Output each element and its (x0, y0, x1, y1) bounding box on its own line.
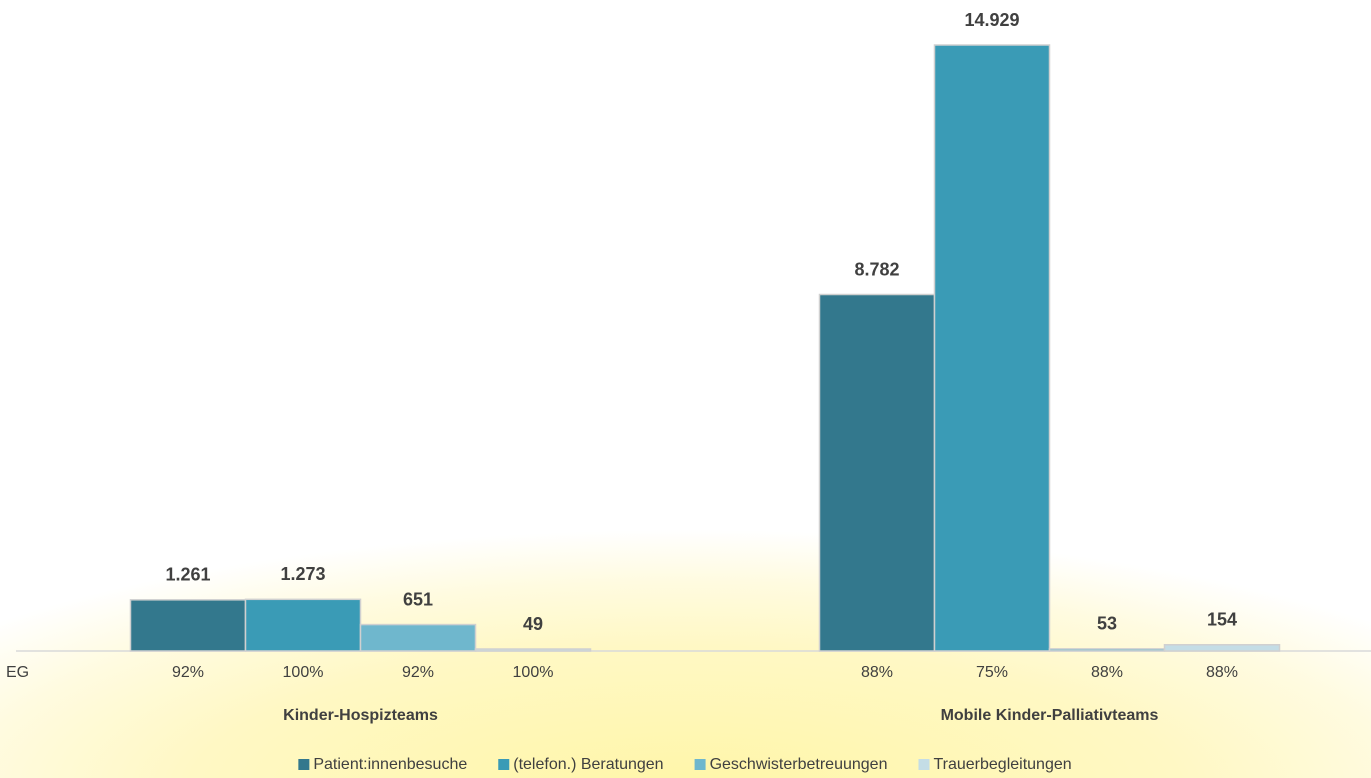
value-label: 651 (403, 589, 433, 609)
legend-swatch (918, 759, 930, 770)
row-cell: 100% (283, 664, 324, 681)
value-label: 1.273 (280, 564, 325, 584)
bar (129, 599, 247, 652)
legend-label: Patient:innenbesuche (313, 756, 467, 773)
value-label: 14.929 (964, 10, 1019, 30)
legend-label: Trauerbegleitungen (933, 756, 1071, 773)
bar (933, 44, 1051, 652)
value-label: 49 (523, 614, 543, 634)
legend-label: Geschwisterbetreuungen (710, 756, 888, 773)
row-cell: 100% (513, 664, 554, 681)
value-label: 154 (1207, 609, 1237, 629)
legend-label: (telefon.) Beratungen (513, 756, 663, 773)
value-label: 8.782 (854, 259, 899, 279)
row-cell: 92% (402, 664, 434, 681)
bar (244, 598, 362, 652)
row-cell: 88% (1206, 664, 1238, 681)
bar (1163, 643, 1281, 652)
category-label: Kinder-Hospizteams (283, 707, 438, 724)
legend-swatch (498, 759, 510, 770)
legend-swatch (298, 759, 310, 770)
bar (359, 623, 477, 652)
bar (474, 648, 592, 652)
bar (1048, 648, 1166, 652)
row-cell: 88% (861, 664, 893, 681)
value-label: 53 (1097, 614, 1117, 634)
bar (818, 293, 936, 652)
row-cell: 88% (1091, 664, 1123, 681)
value-label: 1.261 (165, 565, 210, 585)
category-label: Mobile Kinder-Palliativteams (941, 707, 1159, 724)
row-cell: 75% (976, 664, 1008, 681)
row-cell: 92% (172, 664, 204, 681)
row-label: EG (6, 664, 29, 681)
legend-swatch (694, 759, 706, 770)
